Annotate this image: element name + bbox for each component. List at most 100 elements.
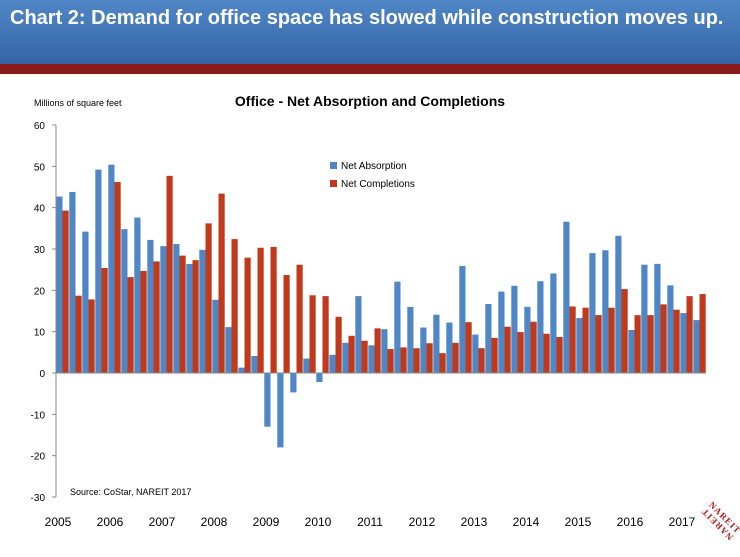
x-axis-labels: 2005 2006 2007 2008 2009 2010 2011 2012 2013 2014… bbox=[45, 515, 696, 529]
legend-label-net-absorption: Net Absorption bbox=[341, 161, 407, 172]
bar-net-completions bbox=[387, 349, 394, 373]
x-tick-label: 2007 bbox=[149, 515, 176, 529]
axes bbox=[55, 125, 706, 497]
x-tick-label: 2011 bbox=[357, 515, 383, 529]
bar-net-completions bbox=[114, 182, 121, 373]
bar-net-completions bbox=[192, 260, 199, 373]
bar-net-completions bbox=[439, 353, 446, 373]
bar-net-completions bbox=[335, 316, 342, 373]
bar-net-absorption bbox=[121, 229, 128, 373]
bar-net-absorption bbox=[628, 330, 635, 373]
bar-net-absorption bbox=[563, 221, 570, 373]
legend-label-net-completions: Net Completions bbox=[341, 179, 415, 190]
bar-net-absorption bbox=[264, 373, 271, 427]
bar-net-completions bbox=[153, 261, 160, 373]
bar-net-absorption bbox=[277, 373, 284, 448]
bar-net-absorption bbox=[511, 285, 518, 373]
bar-net-absorption bbox=[667, 285, 674, 373]
bar-net-completions bbox=[504, 326, 511, 373]
bar-net-completions bbox=[140, 270, 147, 373]
bar-series bbox=[56, 164, 706, 448]
bar-net-absorption bbox=[446, 322, 453, 373]
bar-net-absorption bbox=[693, 320, 700, 373]
x-tick-label: 2008 bbox=[201, 515, 228, 529]
bar-net-completions bbox=[608, 307, 615, 373]
bar-net-absorption bbox=[69, 191, 76, 373]
bar-net-completions bbox=[699, 294, 706, 373]
y-tick-label: 10 bbox=[34, 328, 46, 339]
bar-net-completions bbox=[543, 333, 550, 373]
bar-net-absorption bbox=[615, 235, 622, 373]
office-absorption-chart: Office - Net Absorption and Completions … bbox=[31, 93, 706, 529]
bar-net-absorption bbox=[433, 314, 440, 373]
x-tick-label: 2006 bbox=[97, 515, 124, 529]
x-tick-label: 2016 bbox=[617, 515, 644, 529]
bar-net-absorption bbox=[550, 273, 557, 373]
x-tick-label: 2014 bbox=[513, 515, 540, 529]
bar-net-completions bbox=[88, 299, 95, 373]
y-axis-ticks: -30 -20 -10 0 10 20 30 40 50 60 bbox=[31, 121, 56, 504]
bar-net-absorption bbox=[147, 239, 154, 373]
bar-net-absorption bbox=[56, 196, 63, 373]
bar-net-absorption bbox=[459, 265, 466, 373]
bar-net-completions bbox=[309, 295, 316, 373]
bar-net-absorption bbox=[576, 318, 583, 373]
source-note: Source: CoStar, NAREIT 2017 bbox=[70, 487, 191, 497]
bar-net-absorption bbox=[199, 249, 206, 373]
bar-net-completions bbox=[205, 223, 212, 373]
bar-net-completions bbox=[569, 306, 576, 373]
bar-net-completions bbox=[231, 239, 238, 373]
bar-net-completions bbox=[647, 315, 654, 373]
bar-net-completions bbox=[634, 315, 641, 373]
chart-title: Office - Net Absorption and Completions bbox=[235, 93, 505, 109]
x-tick-label: 2005 bbox=[45, 515, 72, 529]
bar-net-completions bbox=[283, 275, 290, 373]
bar-net-absorption bbox=[537, 281, 544, 373]
y-tick-label: 40 bbox=[34, 204, 46, 215]
x-tick-label: 2013 bbox=[461, 515, 488, 529]
bar-net-absorption bbox=[173, 244, 180, 373]
bar-net-absorption bbox=[589, 253, 596, 373]
bar-net-absorption bbox=[472, 334, 479, 373]
x-tick-label: 2009 bbox=[253, 515, 280, 529]
bar-net-completions bbox=[491, 337, 498, 373]
y-tick-label: -10 bbox=[31, 410, 46, 421]
bar-net-absorption bbox=[394, 281, 401, 373]
bar-net-completions bbox=[413, 348, 420, 373]
bar-net-absorption bbox=[316, 373, 323, 383]
bar-net-completions bbox=[465, 322, 472, 373]
bar-net-completions bbox=[673, 309, 680, 373]
bar-net-absorption bbox=[680, 313, 687, 373]
bar-net-completions bbox=[166, 175, 173, 373]
x-tick-label: 2010 bbox=[305, 515, 332, 529]
bar-net-absorption bbox=[329, 354, 336, 373]
header-divider bbox=[0, 64, 740, 74]
bar-net-completions bbox=[296, 264, 303, 373]
bar-net-absorption bbox=[134, 217, 141, 373]
bar-net-completions bbox=[400, 347, 407, 373]
bar-net-completions bbox=[179, 255, 186, 373]
y-tick-label: 0 bbox=[39, 369, 45, 380]
y-axis-label: Millions of square feet bbox=[34, 98, 122, 108]
bar-net-absorption bbox=[212, 299, 219, 373]
bar-net-completions bbox=[478, 348, 485, 373]
bar-net-completions bbox=[452, 342, 459, 373]
bar-net-completions bbox=[517, 332, 524, 373]
x-tick-label: 2012 bbox=[409, 515, 436, 529]
bar-net-absorption bbox=[485, 303, 492, 373]
bar-net-absorption bbox=[290, 373, 297, 393]
slide-title: Chart 2: Demand for office space has slo… bbox=[10, 7, 724, 29]
legend-swatch-net-completions bbox=[330, 180, 337, 187]
bar-net-absorption bbox=[420, 327, 427, 373]
bar-net-completions bbox=[556, 337, 563, 373]
bar-net-absorption bbox=[82, 231, 89, 373]
y-tick-label: -20 bbox=[31, 452, 46, 463]
bar-net-absorption bbox=[342, 342, 349, 373]
y-tick-label: -30 bbox=[31, 493, 46, 504]
bar-net-absorption bbox=[303, 358, 310, 373]
bar-net-absorption bbox=[108, 164, 115, 373]
bar-net-absorption bbox=[498, 291, 505, 373]
bar-net-absorption bbox=[251, 356, 258, 373]
bar-net-completions bbox=[660, 304, 667, 373]
y-tick-label: 50 bbox=[34, 162, 46, 173]
